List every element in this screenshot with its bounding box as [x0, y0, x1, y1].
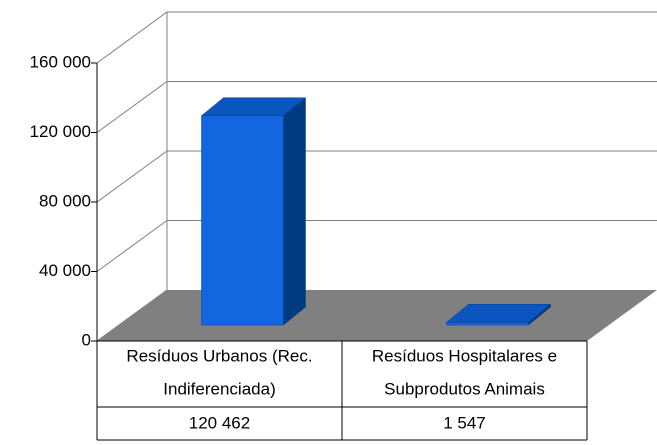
y-tick-label: 80 000 [39, 191, 91, 210]
floor [97, 290, 657, 341]
category-label: Subprodutos Animais [384, 379, 545, 398]
category-label: Resíduos Urbanos (Rec. [126, 346, 312, 365]
y-tick-label: 120 000 [30, 122, 91, 141]
bar-front [446, 322, 529, 326]
bar-front [201, 115, 284, 326]
bar-side [528, 303, 551, 326]
value-label: 1 547 [443, 413, 486, 432]
grid-line [96, 220, 657, 272]
y-tick-label: 160 000 [30, 52, 91, 71]
wall-edge [96, 289, 168, 342]
grid-line [96, 11, 657, 64]
category-label: Resíduos Hospitalares e [372, 346, 557, 365]
value-label: 120 462 [189, 413, 250, 432]
y-tick-label: 0 [82, 330, 91, 349]
grid-line [96, 81, 657, 133]
category-label: Indiferenciada) [163, 379, 275, 398]
y-tick-label: 40 000 [39, 261, 91, 280]
bar-side [283, 97, 306, 326]
grid-line [96, 150, 657, 203]
